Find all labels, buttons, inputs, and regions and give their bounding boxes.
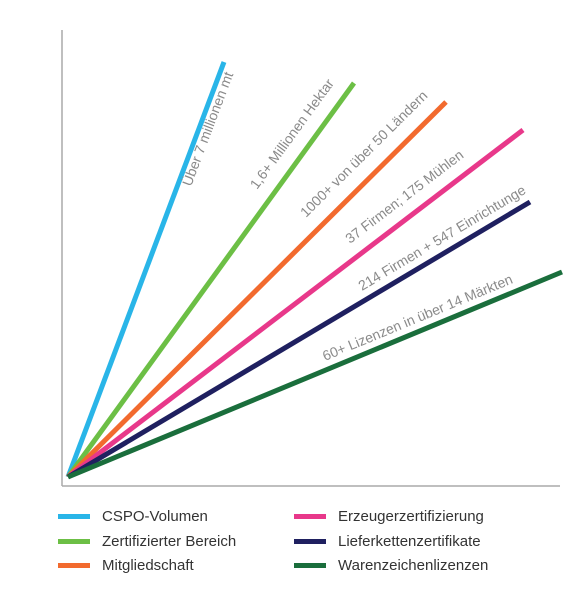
ray-cspo-volume	[65, 61, 227, 478]
ray-label-certified-area: 1,6+ Millionen Hektar	[246, 75, 337, 191]
legend-item-cspo-volume: CSPO-Volumen	[58, 505, 208, 527]
legend-label-certified-area: Zertifizierter Bereich	[102, 532, 237, 550]
ray-supply-chain-certificates	[66, 199, 532, 480]
legend-swatch-supply-chain-certificates	[294, 538, 326, 544]
ray-trademark-licenses	[67, 269, 563, 480]
ray-producer-certification	[66, 128, 525, 479]
legend: CSPO-Volumen Zertifizierter Bereich Mitg…	[58, 500, 558, 590]
legend-label-cspo-volume: CSPO-Volumen	[102, 507, 208, 525]
legend-label-trademark-licenses: Warenzeichenlizenzen	[338, 556, 489, 574]
legend-item-certified-area: Zertifizierter Bereich	[58, 530, 236, 552]
legend-item-membership: Mitgliedschaft	[58, 554, 194, 576]
legend-item-trademark-licenses: Warenzeichenlizenzen	[294, 554, 488, 576]
legend-label-supply-chain-certificates: Lieferkettenzertifikate	[338, 532, 481, 550]
ray-certified-area	[65, 81, 357, 479]
ray-label-trademark-licenses: 60+ Lizenzen in über 14 Märkten	[320, 271, 515, 364]
legend-swatch-producer-certification	[294, 513, 326, 519]
legend-item-producer-certification: Erzeugerzertifizierung	[294, 505, 484, 527]
ray-membership	[66, 100, 448, 479]
legend-swatch-cspo-volume	[58, 513, 90, 519]
ray-label-cspo-volume: Über 7 millionen mt	[178, 69, 236, 188]
legend-item-supply-chain-certificates: Lieferkettenzertifikate	[294, 530, 481, 552]
legend-swatch-certified-area	[58, 538, 90, 544]
legend-label-producer-certification: Erzeugerzertifizierung	[338, 507, 484, 525]
legend-swatch-membership	[58, 562, 90, 568]
legend-swatch-trademark-licenses	[294, 562, 326, 568]
legend-label-membership: Mitgliedschaft	[102, 556, 194, 574]
